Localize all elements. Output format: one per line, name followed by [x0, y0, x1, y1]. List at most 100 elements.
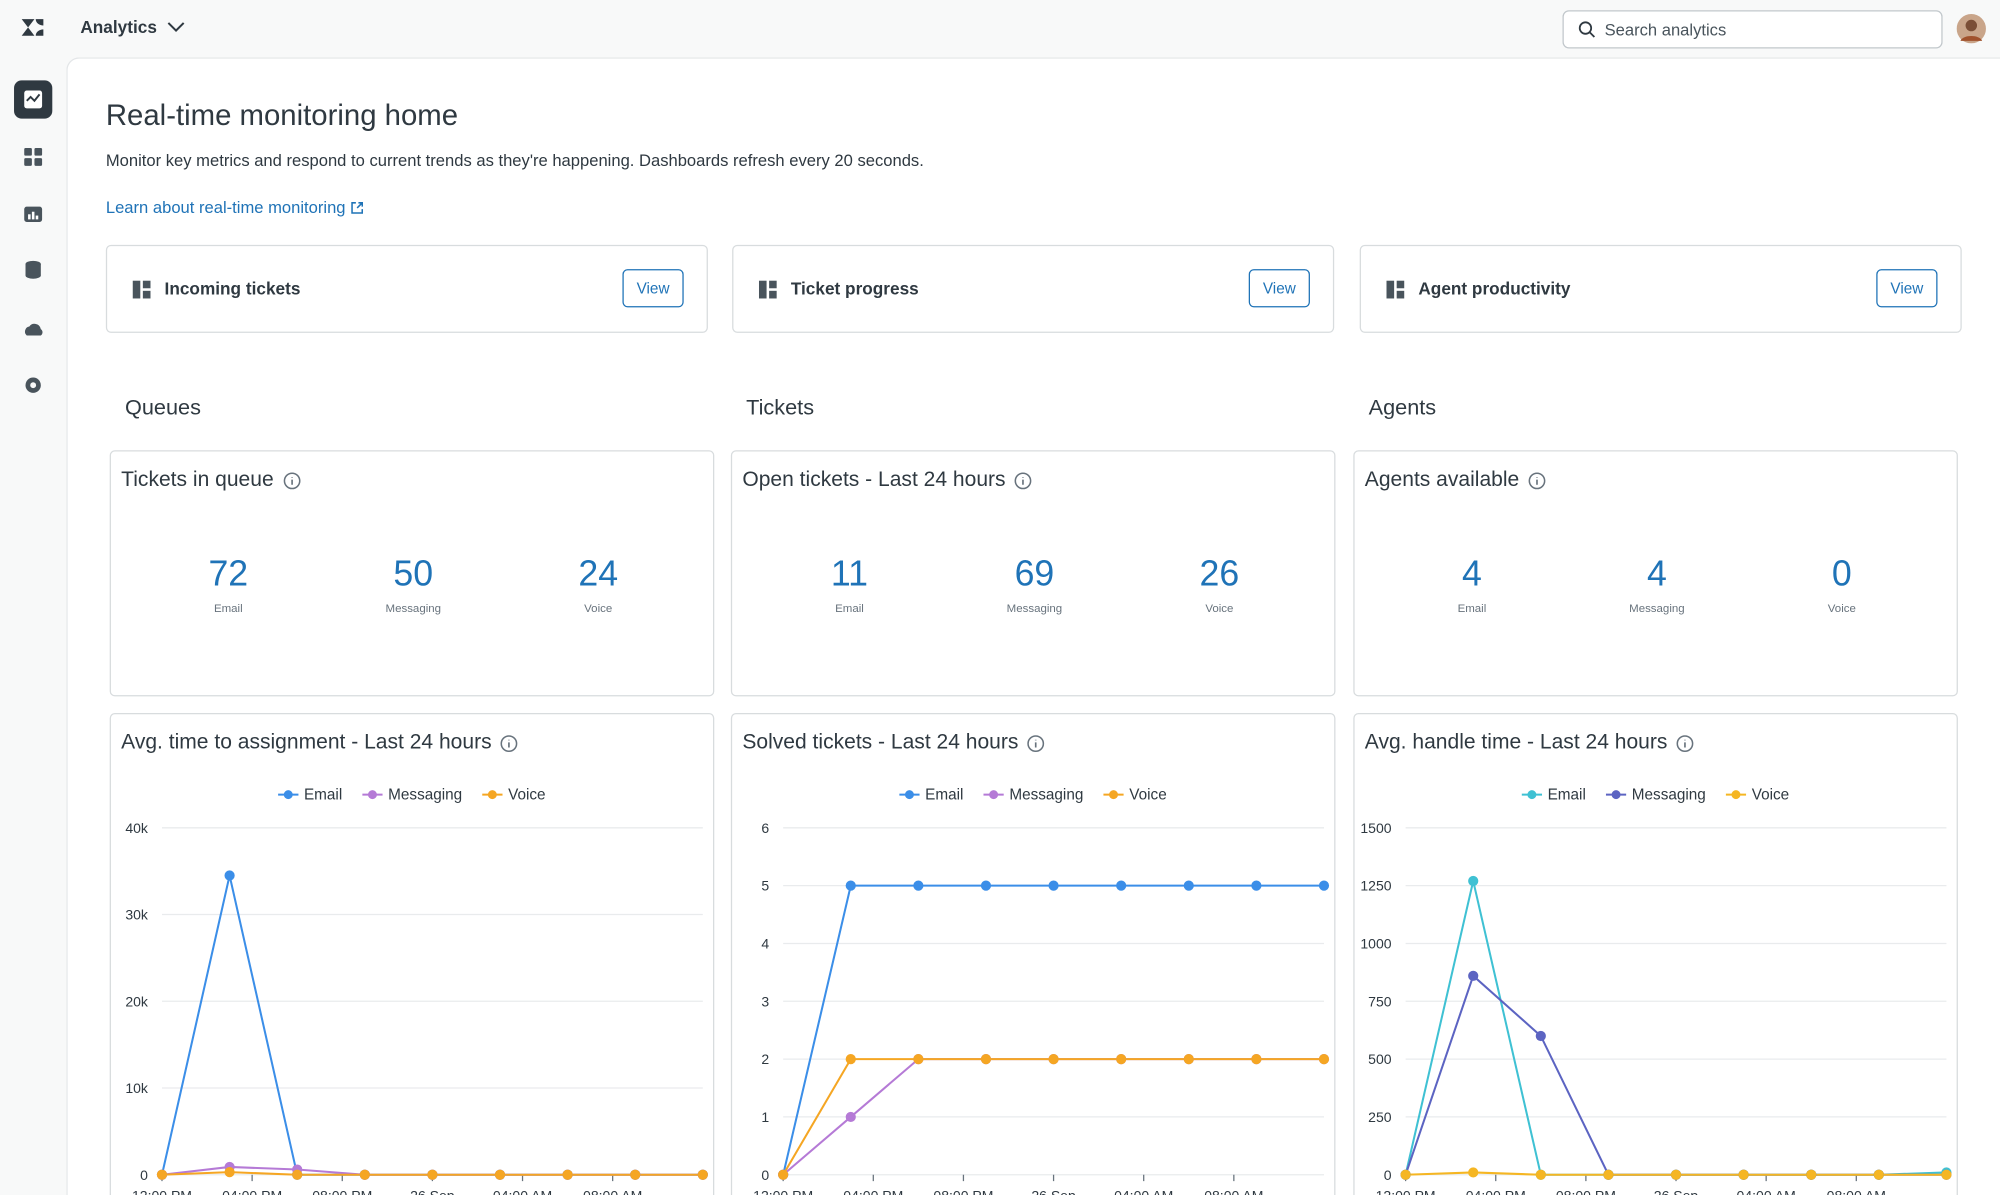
- data-point: [1318, 880, 1330, 891]
- legend-label: Email: [1547, 785, 1586, 804]
- icon-part: [142, 280, 151, 289]
- y-tick-label: 500: [1368, 1051, 1392, 1067]
- search-placeholder: Search analytics: [1604, 20, 1727, 40]
- search-icon: [1578, 21, 1596, 38]
- legend-item: Email: [1522, 786, 1586, 804]
- metric-title: Agents available: [1364, 468, 1520, 492]
- app-name[interactable]: Analytics: [80, 17, 157, 37]
- icon-part: [132, 280, 141, 299]
- y-tick-label: 4: [761, 936, 769, 952]
- info-icon: [1027, 734, 1045, 752]
- metric-title-row: Agents available: [1365, 468, 1546, 492]
- legend-label: Email: [303, 785, 343, 804]
- data-point: [1603, 1169, 1614, 1180]
- legend: Email Messaging Voice: [111, 786, 713, 804]
- data-point: [845, 880, 856, 891]
- x-tick-label: 04:00 PM: [1466, 1187, 1526, 1195]
- metric-label: Email: [1457, 602, 1487, 615]
- swatch-dot: [284, 790, 294, 800]
- chart-title-row: Avg. time to assignment - Last 24 hours: [121, 731, 518, 755]
- learn-link[interactable]: Learn about real-time monitoring: [106, 198, 364, 217]
- view-button[interactable]: View: [622, 269, 684, 308]
- page-subtitle: Monitor key metrics and respond to curre…: [105, 150, 924, 170]
- metric-value: 72: [208, 553, 249, 594]
- logo[interactable]: [20, 17, 46, 40]
- metric-card: Agents available 4 Email 4 Messaging 0 Voice: [1353, 450, 1958, 697]
- y-tick-label: 0: [1384, 1167, 1392, 1183]
- metric-value: 24: [578, 553, 619, 594]
- chart-title-row: Avg. handle time - Last 24 hours: [1365, 731, 1694, 755]
- metric-title: Tickets in queue: [121, 468, 274, 492]
- metric-title-row: Tickets in queue: [121, 468, 300, 492]
- dashboard-card: Agent productivity View: [1359, 244, 1962, 333]
- data-point: [1670, 1169, 1682, 1180]
- search-box[interactable]: Search analytics: [1562, 10, 1943, 49]
- view-button[interactable]: View: [1248, 269, 1310, 308]
- y-tick-label: 1000: [1360, 936, 1391, 952]
- y-tick-label: 250: [1368, 1109, 1392, 1125]
- info-circle: [1528, 471, 1546, 489]
- metric-label: Voice: [1827, 602, 1856, 615]
- legend: Email Messaging Voice: [1355, 786, 1957, 804]
- legend-swatch: [1726, 790, 1747, 800]
- data-point: [359, 1169, 370, 1180]
- data-point: [1468, 1167, 1479, 1178]
- dashboard-name: Incoming tickets: [164, 279, 301, 299]
- y-tick-label: 10k: [125, 1080, 149, 1096]
- data-point: [1738, 1169, 1749, 1180]
- info-icon: [1014, 471, 1032, 489]
- y-tick-label: 6: [761, 820, 769, 836]
- y-tick-label: 0: [761, 1167, 769, 1183]
- metric-card: Open tickets - Last 24 hours 11 Email 69 Mes…: [730, 450, 1336, 697]
- data-point: [562, 1169, 573, 1180]
- avatar[interactable]: [1956, 14, 1986, 44]
- view-button[interactable]: View: [1876, 269, 1938, 308]
- data-point: [1048, 880, 1059, 891]
- x-tick-label: 04:00 AM: [493, 1187, 552, 1195]
- chevron: [167, 22, 185, 33]
- swatch-dot: [1612, 790, 1621, 800]
- nav-icons[interactable]: [23, 147, 43, 402]
- series-line: [160, 875, 703, 1176]
- data-point: [778, 1169, 789, 1180]
- legend-label: Messaging: [1009, 785, 1084, 804]
- legend-label: Email: [925, 785, 964, 804]
- metric-label: Messaging: [1629, 602, 1685, 615]
- x-tick-label: 04:00 PM: [222, 1187, 282, 1195]
- chart-title: Avg. handle time - Last 24 hours: [1364, 730, 1668, 754]
- dashboard-card: Incoming tickets View: [105, 244, 708, 333]
- nav-active[interactable]: [14, 80, 53, 119]
- data-point: [1183, 880, 1194, 891]
- metric-card: Tickets in queue 72 Email 50 Messaging 24 Voic…: [109, 450, 715, 697]
- data-point: [1116, 1053, 1127, 1065]
- metric-value: 69: [1014, 553, 1055, 594]
- chart-plot: 0 10k 20k 30k 40k 12:00 PM 04:00 PM 08:00 PM 26 …: [125, 820, 708, 1195]
- icon-part: [1386, 280, 1395, 299]
- y-tick-label: 5: [761, 878, 769, 894]
- dashboard-name: Agent productivity: [1418, 279, 1571, 299]
- metric-value: 26: [1199, 553, 1240, 594]
- legend-swatch: [1606, 790, 1627, 800]
- metric-label: Voice: [584, 602, 613, 615]
- data-point: [1806, 1169, 1817, 1180]
- info-circle: [283, 471, 300, 489]
- dashboard-icon: [758, 280, 777, 299]
- data-point: [980, 880, 992, 891]
- metric-value: 4: [1646, 553, 1667, 594]
- x-tick-label: 12:00 PM: [1376, 1187, 1436, 1195]
- data-point: [1468, 970, 1479, 981]
- legend-swatch: [362, 790, 384, 800]
- data-point: [494, 1169, 506, 1180]
- swatch-dot: [1109, 790, 1119, 800]
- y-tick-label: 40k: [125, 820, 149, 836]
- swatch-dot: [488, 790, 498, 800]
- data-point: [1941, 1169, 1952, 1180]
- metric-label: Email: [835, 602, 864, 615]
- x-tick-label: 26 Sep: [1654, 1187, 1699, 1195]
- y-tick-label: 750: [1368, 993, 1392, 1009]
- info-icon: [1676, 734, 1694, 752]
- x-tick-label: 04:00 AM: [1737, 1187, 1796, 1195]
- data-point: [913, 880, 924, 891]
